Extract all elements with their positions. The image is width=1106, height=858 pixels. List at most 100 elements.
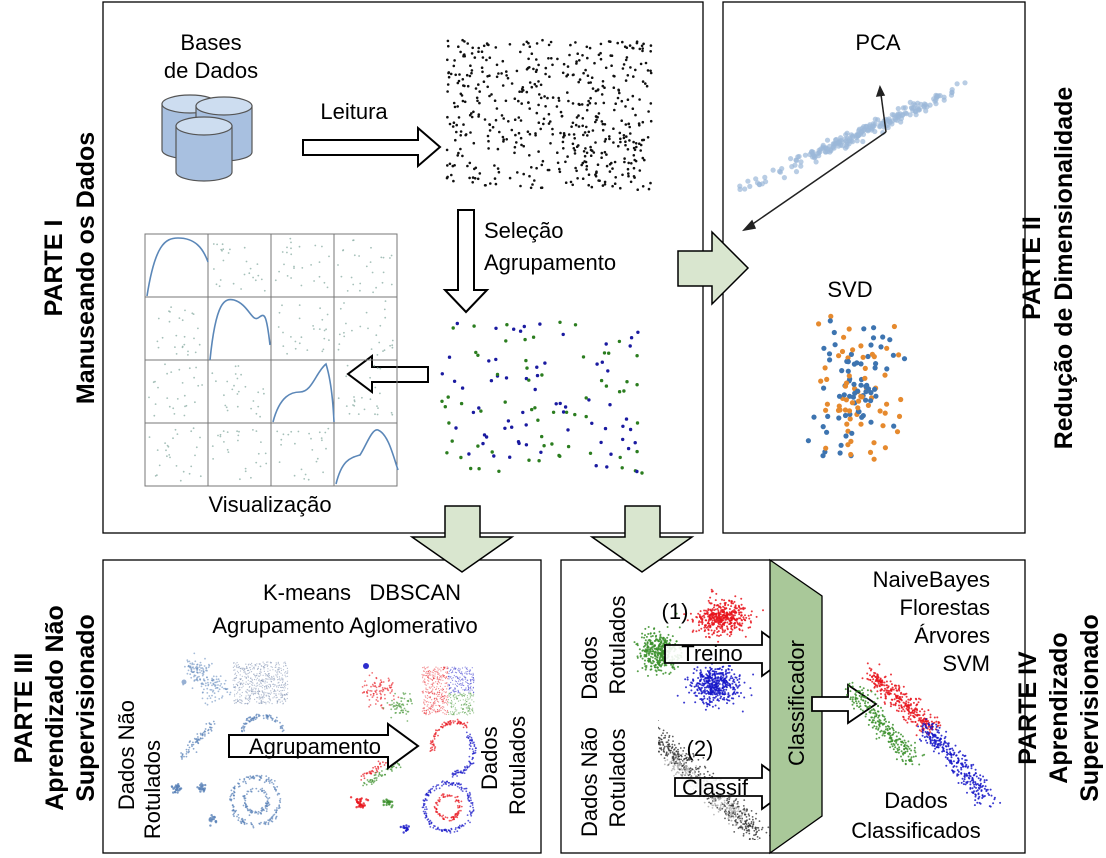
scatter-point [384, 697, 386, 700]
scatter-point [440, 696, 442, 699]
scatter-point [218, 285, 221, 288]
scatter-point [273, 691, 275, 693]
scatter-point [493, 177, 497, 180]
scatter-point [648, 653, 650, 656]
scatter-point [461, 154, 464, 158]
scatter-point [271, 688, 273, 690]
scatter-point [237, 390, 240, 393]
scatter-point [265, 686, 267, 688]
scatter-point [205, 669, 207, 672]
scatter-point [845, 355, 851, 361]
density-curve [209, 298, 271, 361]
scatter-point [274, 817, 277, 820]
scatter-point [439, 698, 441, 700]
scatter-point [259, 685, 261, 687]
scatter-point [379, 685, 381, 688]
scatter-point [431, 711, 433, 713]
scatter-point [267, 819, 270, 822]
scatter-point [649, 71, 653, 75]
scatter-point [421, 710, 423, 712]
scatter-point [730, 612, 733, 615]
scatter-point [575, 62, 578, 65]
scatter-point [871, 456, 877, 462]
scatter-point [632, 154, 636, 157]
scatter-point [716, 634, 719, 637]
scatter-point [204, 783, 207, 787]
scatter-point [201, 784, 205, 787]
scatter-point [234, 669, 236, 671]
scatter-point [554, 402, 558, 406]
scatter-point [235, 665, 238, 667]
scatter-point [268, 797, 271, 799]
scatter-point [659, 648, 662, 651]
scatter-point [537, 80, 540, 83]
scatter-point [364, 680, 366, 682]
scatter-point [423, 666, 425, 668]
scatter-point [399, 705, 402, 708]
scatter-point [520, 102, 523, 105]
scatter-point [192, 747, 195, 750]
scatter-point [692, 629, 695, 632]
scatter-point [456, 830, 459, 833]
scatter-point [488, 94, 491, 98]
scatter-point [699, 669, 702, 672]
scatter-point [257, 715, 260, 718]
scatter-point [864, 382, 870, 388]
scatter-point [655, 651, 658, 654]
scatter-point [365, 311, 368, 314]
scatter-point [845, 428, 851, 434]
scatter-point [258, 779, 261, 781]
scatter-point [338, 343, 341, 345]
scatter-point [425, 684, 427, 686]
scatter-point [174, 428, 177, 431]
scatter-point [849, 430, 855, 436]
scatter-point [451, 703, 453, 705]
scatter-point [658, 630, 661, 633]
scatter-point [271, 816, 273, 819]
scatter-point [241, 687, 243, 689]
scatter-point [421, 691, 423, 693]
scatter-point [451, 711, 454, 713]
scatter-point [245, 260, 248, 263]
scatter-point [513, 97, 517, 100]
scatter-point [456, 796, 458, 798]
scatter-point [594, 102, 597, 105]
scatter-point [281, 700, 283, 702]
scatter-point [700, 627, 703, 630]
scatter-point [278, 698, 280, 701]
scatter-point [435, 785, 437, 788]
scatter-point [236, 666, 238, 669]
scatter-point [469, 702, 471, 704]
scatter-point [444, 795, 447, 798]
scatter-point [375, 334, 378, 337]
scatter-point [547, 57, 550, 60]
scatter-point [281, 730, 284, 733]
scatter-point [642, 649, 645, 652]
scatter-point [482, 433, 487, 437]
scatter-point [260, 809, 263, 812]
scatter-point [733, 688, 736, 691]
scatter-point [480, 50, 484, 53]
scatter-point [572, 73, 575, 76]
scatter-point [322, 348, 325, 351]
scatter-point [318, 431, 321, 434]
scatter-point [863, 389, 869, 395]
scatter-point [647, 657, 650, 660]
scatter-point [244, 470, 247, 473]
scatter-point [234, 365, 237, 368]
scatter-point [641, 632, 644, 635]
leitura-label: Leitura [320, 99, 388, 124]
scatter-point [209, 824, 212, 827]
scatter-point [431, 746, 434, 749]
scatter-point [529, 186, 533, 190]
scatter-point [431, 709, 433, 711]
scatter-point [272, 697, 274, 699]
scatter-point [248, 669, 250, 671]
scatter-point [707, 608, 710, 611]
scatter-point [581, 161, 585, 165]
scatter-point [188, 750, 190, 753]
scatter-point [435, 731, 437, 734]
scatter-point [443, 706, 445, 708]
scatter-point [263, 696, 265, 699]
scatter-point [520, 87, 524, 91]
